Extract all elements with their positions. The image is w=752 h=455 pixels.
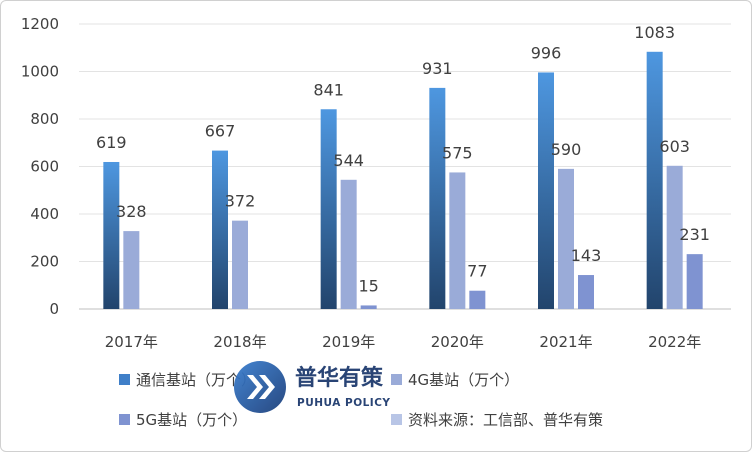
bar-4g: [666, 165, 683, 309]
y-tick-label: 800: [30, 110, 59, 128]
y-tick-label: 1200: [21, 15, 59, 33]
x-tick-label: 2021年: [539, 333, 592, 351]
data-label: 231: [679, 225, 710, 244]
legend-swatch: [391, 374, 402, 385]
data-label: 603: [659, 137, 690, 156]
bar-5g: [469, 290, 486, 309]
legend-swatch: [391, 414, 402, 425]
data-label: 328: [116, 202, 147, 221]
legend-label: 资料来源：工信部、普华有策: [408, 411, 603, 429]
y-tick-label: 400: [30, 205, 59, 223]
x-axis-ticks: 2017年 2018年 2019年 2020年 2021年 2022年: [105, 333, 702, 351]
legend-label: 4G基站（万个）: [408, 371, 519, 389]
data-label: 1083: [634, 23, 675, 42]
x-tick-label: 2018年: [213, 333, 266, 351]
legend-swatch: [119, 414, 130, 425]
data-label: 544: [333, 151, 364, 170]
logo-chevron-icon: [247, 375, 275, 399]
data-label: 15: [358, 276, 378, 295]
bar-station: [103, 161, 120, 309]
data-label: 372: [225, 192, 256, 211]
data-labels: 619 328 667 372 841 544 15 931 575 77 996 590 143 108…: [96, 23, 710, 296]
data-label: 667: [205, 122, 236, 141]
logo-subtitle: PUHUA POLICY: [297, 397, 391, 409]
data-label: 841: [313, 80, 344, 99]
logo-title: 普华有策: [295, 365, 384, 391]
data-label: 619: [96, 133, 127, 152]
x-tick-label: 2022年: [648, 333, 701, 351]
y-tick-label: 0: [49, 300, 59, 318]
watermark-logo: 普华有策 PUHUA POLICY: [234, 361, 391, 413]
y-tick-label: 600: [30, 158, 59, 176]
y-axis-ticks: 0 200 400 600 800 1000 1200: [21, 15, 59, 318]
bar-station: [646, 51, 663, 309]
gridlines: [79, 23, 731, 310]
bar-4g: [449, 172, 466, 309]
x-tick-label: 2020年: [431, 333, 484, 351]
bar-5g: [686, 254, 703, 309]
legend-swatch: [119, 374, 130, 385]
bar-station: [538, 72, 554, 309]
data-label: 931: [422, 59, 453, 78]
bar-5g: [360, 305, 377, 309]
legend-label: 5G基站（万个）: [136, 411, 247, 429]
x-tick-label: 2019年: [322, 333, 375, 351]
x-tick-label: 2017年: [105, 333, 158, 351]
bar-5g: [578, 275, 594, 309]
legend: 通信基站（万个） 4G基站（万个） 5G基站（万个） 资料来源：工信部、普华有策: [119, 371, 603, 429]
legend-label: 通信基站（万个）: [136, 371, 256, 389]
y-tick-label: 200: [30, 253, 59, 271]
data-label: 996: [531, 43, 562, 62]
bar-4g: [232, 220, 248, 309]
bar-4g: [340, 179, 357, 309]
bar-4g: [123, 231, 140, 309]
data-label: 590: [551, 140, 582, 159]
bars: [103, 51, 703, 309]
bar-station: [212, 150, 228, 309]
bar-station: [320, 109, 337, 309]
bar-4g: [558, 168, 574, 309]
data-label: 143: [571, 246, 602, 265]
y-tick-label: 1000: [21, 63, 59, 81]
data-label: 575: [442, 143, 473, 162]
bar-station: [429, 87, 446, 309]
data-label: 77: [467, 262, 487, 281]
